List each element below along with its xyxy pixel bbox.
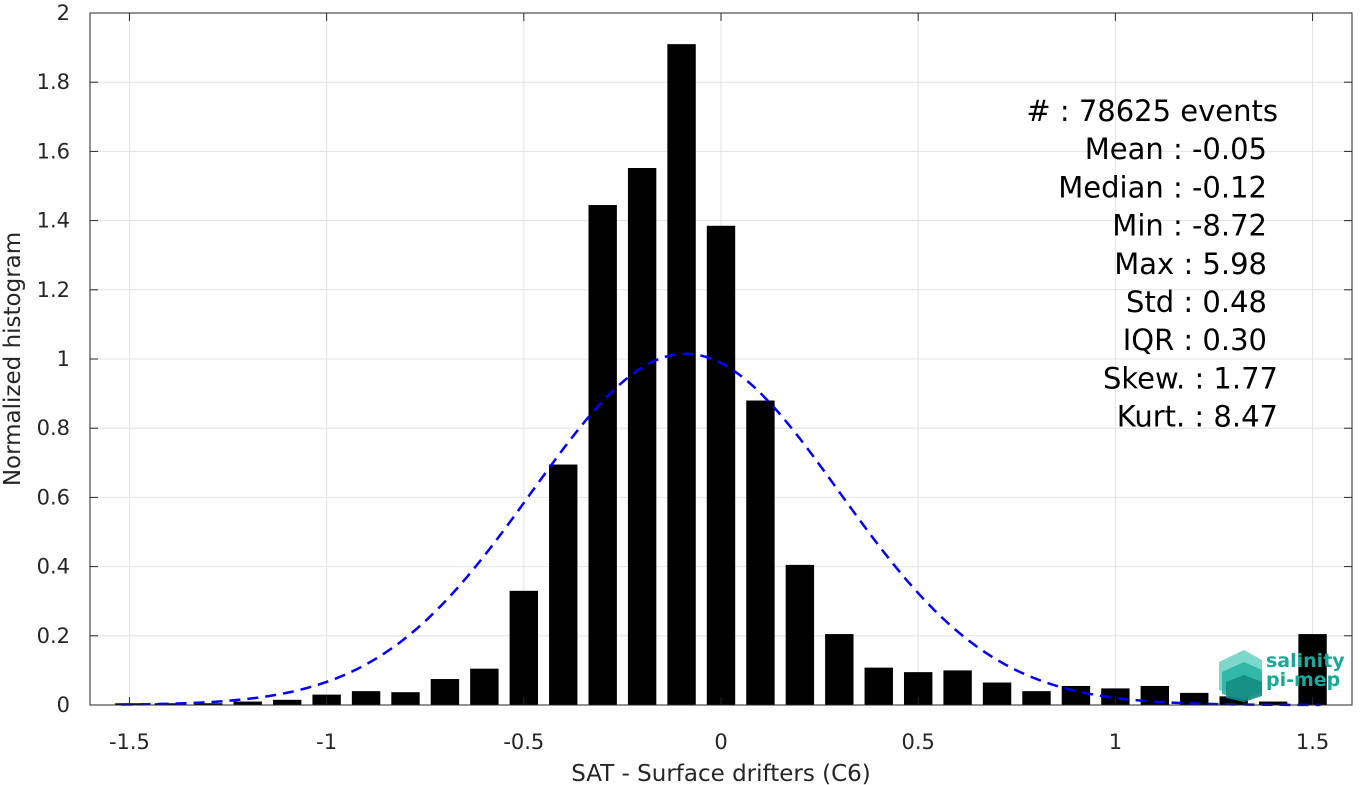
histogram-bar: [1140, 685, 1170, 705]
logo-mark-icon: [1219, 650, 1262, 702]
statistics-line: Std : 0.48: [1126, 285, 1267, 319]
y-tick-label: 1.8: [37, 70, 70, 94]
axis-ticks: [90, 12, 1352, 706]
statistics-line: # : 78625 events: [1026, 94, 1278, 128]
x-tick-label: 0: [714, 730, 727, 754]
histogram-bar: [588, 205, 617, 705]
statistics-line: Max : 5.98: [1114, 247, 1267, 281]
y-tick-labels: 0 0.2 0.4 0.6 0.8 1 1.2 1.4 1.6 1.8 2: [37, 1, 70, 717]
histogram-bar: [1180, 692, 1209, 705]
histogram-bar: [1101, 688, 1130, 705]
histogram-bar: [1022, 691, 1051, 705]
histogram-bar: [194, 703, 223, 705]
gaussian-fit-curve: [121, 352, 1321, 707]
statistics-line: IQR : 0.30: [1123, 323, 1267, 357]
y-tick-label: 0.6: [37, 485, 70, 509]
histogram-bar: [943, 670, 972, 705]
statistics-line: Min : -8.72: [1112, 209, 1267, 243]
histogram-bar: [1298, 634, 1327, 705]
histogram-bar: [549, 464, 578, 705]
x-tick-label: 0.5: [901, 730, 934, 754]
x-tick-label: -0.5: [503, 730, 544, 754]
histogram-bar: [351, 691, 381, 705]
histogram-bar: [746, 400, 775, 705]
histogram-bar: [154, 703, 184, 705]
y-tick-label: 1.2: [37, 278, 70, 302]
histogram-bar: [391, 692, 420, 705]
x-tick-label: -1: [316, 730, 337, 754]
y-tick-label: 0: [57, 693, 70, 717]
y-tick-label: 0.4: [37, 555, 70, 579]
histogram-bar: [509, 590, 539, 705]
y-axis-title: Normalized histogram: [0, 232, 26, 486]
y-tick-label: 0.2: [37, 624, 70, 648]
y-tick-label: 0.8: [37, 416, 70, 440]
statistics-annotation: # : 78625 events Mean : -0.05 Median : -0.…: [1026, 94, 1278, 434]
y-tick-label: 2: [57, 1, 70, 25]
statistics-line: Median : -0.12: [1058, 170, 1267, 204]
logo-line2: pi-mep: [1266, 669, 1340, 691]
histogram-bar: [1258, 701, 1288, 705]
y-tick-label: 1.6: [37, 139, 70, 163]
histogram-bar: [667, 44, 696, 705]
x-tick-label: 1.5: [1296, 730, 1329, 754]
y-tick-label: 1: [57, 347, 70, 371]
histogram-bar: [1219, 696, 1248, 705]
histogram-bar: [982, 682, 1012, 705]
histogram-bar: [706, 225, 736, 706]
x-axis-title: SAT - Surface drifters (C6): [571, 761, 871, 785]
histogram-bar: [825, 634, 854, 705]
statistics-line: Skew. : 1.77: [1103, 361, 1278, 395]
histogram-bar: [430, 679, 460, 705]
x-tick-labels: -1.5 -1 -0.5 0 0.5 1 1.5: [109, 730, 1329, 754]
histogram-bar: [1061, 685, 1091, 705]
logo-line1: salinity: [1266, 650, 1345, 672]
histogram-bar: [470, 668, 499, 705]
salinity-pi-mep-logo: salinity pi-mep: [1219, 650, 1345, 702]
y-tick-label: 1.4: [37, 209, 70, 233]
histogram-bar: [627, 168, 657, 705]
histogram-bar: [864, 667, 893, 705]
statistics-line: Kurt. : 8.47: [1117, 400, 1278, 434]
statistics-line: Mean : -0.05: [1085, 132, 1267, 166]
histogram-bar: [272, 699, 302, 705]
histogram-bar: [233, 701, 262, 705]
histogram-bar: [785, 564, 815, 705]
x-tick-label: 1: [1109, 730, 1122, 754]
x-tick-label: -1.5: [109, 730, 150, 754]
